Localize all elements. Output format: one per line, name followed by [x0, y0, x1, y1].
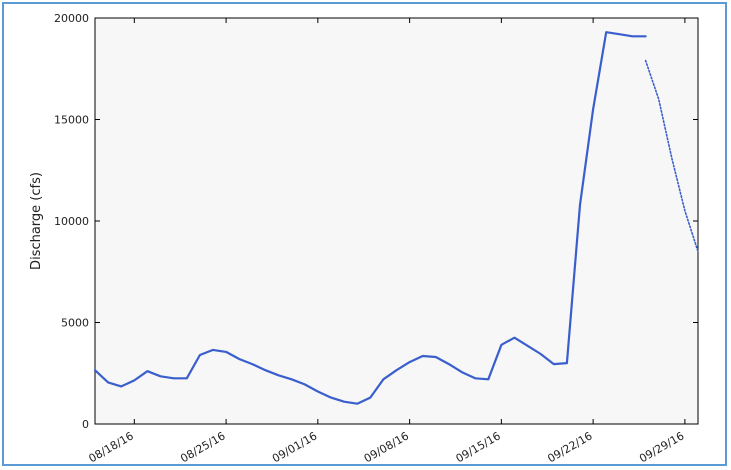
x-tick-label: 09/29/16 [637, 429, 686, 465]
y-tick-label: 20000 [54, 12, 89, 25]
observed-series-line [93, 31, 647, 405]
x-tick-label: 08/25/16 [178, 429, 227, 465]
y-tick-label: 5000 [61, 317, 89, 330]
y-tick-label: 0 [82, 418, 89, 431]
x-tick-label: 09/22/16 [545, 429, 594, 465]
y-tick-label: 15000 [54, 114, 89, 127]
x-tick-label: 09/01/16 [270, 429, 319, 465]
x-tick-label: 08/18/16 [87, 429, 136, 465]
x-tick-label: 09/08/16 [362, 429, 411, 465]
y-tick-label: 10000 [54, 215, 89, 228]
plot-border [94, 17, 699, 425]
x-tick-label: 09/15/16 [454, 429, 503, 465]
forecast-series-line [644, 59, 699, 253]
plot-area [95, 18, 698, 424]
y-axis-label: Discharge (cfs) [29, 172, 44, 270]
